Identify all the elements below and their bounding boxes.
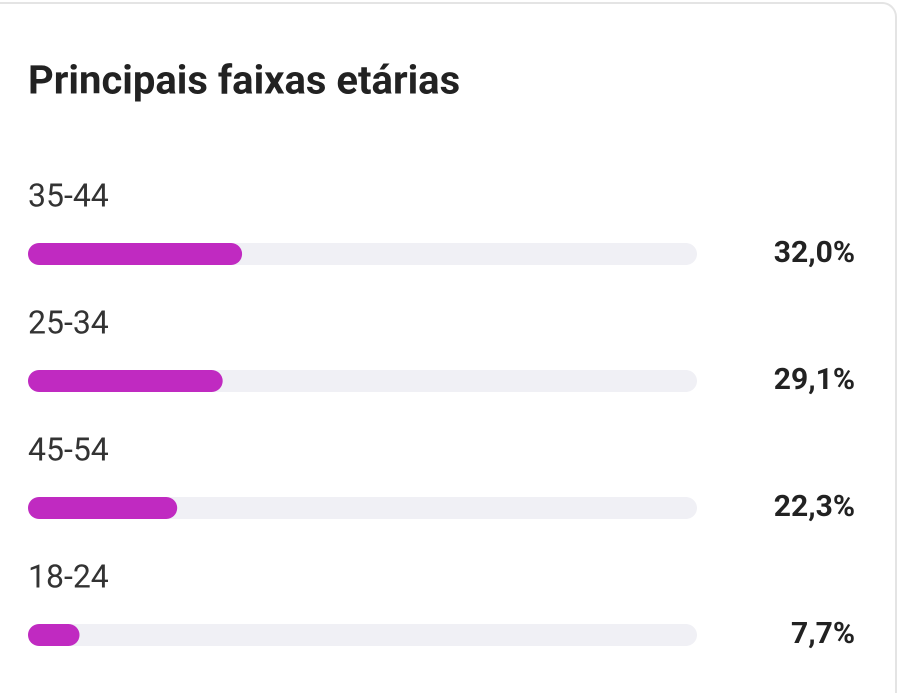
category-label: 18-24 bbox=[28, 557, 109, 595]
category-label: 45-54 bbox=[28, 430, 109, 468]
category-label: 25-34 bbox=[28, 303, 109, 341]
value-label: 7,7% bbox=[791, 616, 855, 651]
chart-title: Principais faixas etárias bbox=[28, 57, 460, 104]
bar-track bbox=[28, 497, 697, 519]
bar bbox=[28, 497, 178, 519]
value-label: 32,0% bbox=[774, 235, 855, 270]
value-label: 22,3% bbox=[774, 489, 855, 524]
bar bbox=[28, 624, 80, 646]
bar-track bbox=[28, 624, 697, 646]
category-label: 35-44 bbox=[28, 176, 109, 214]
bar bbox=[28, 243, 243, 265]
value-label: 29,1% bbox=[774, 362, 855, 397]
bar bbox=[28, 370, 223, 392]
